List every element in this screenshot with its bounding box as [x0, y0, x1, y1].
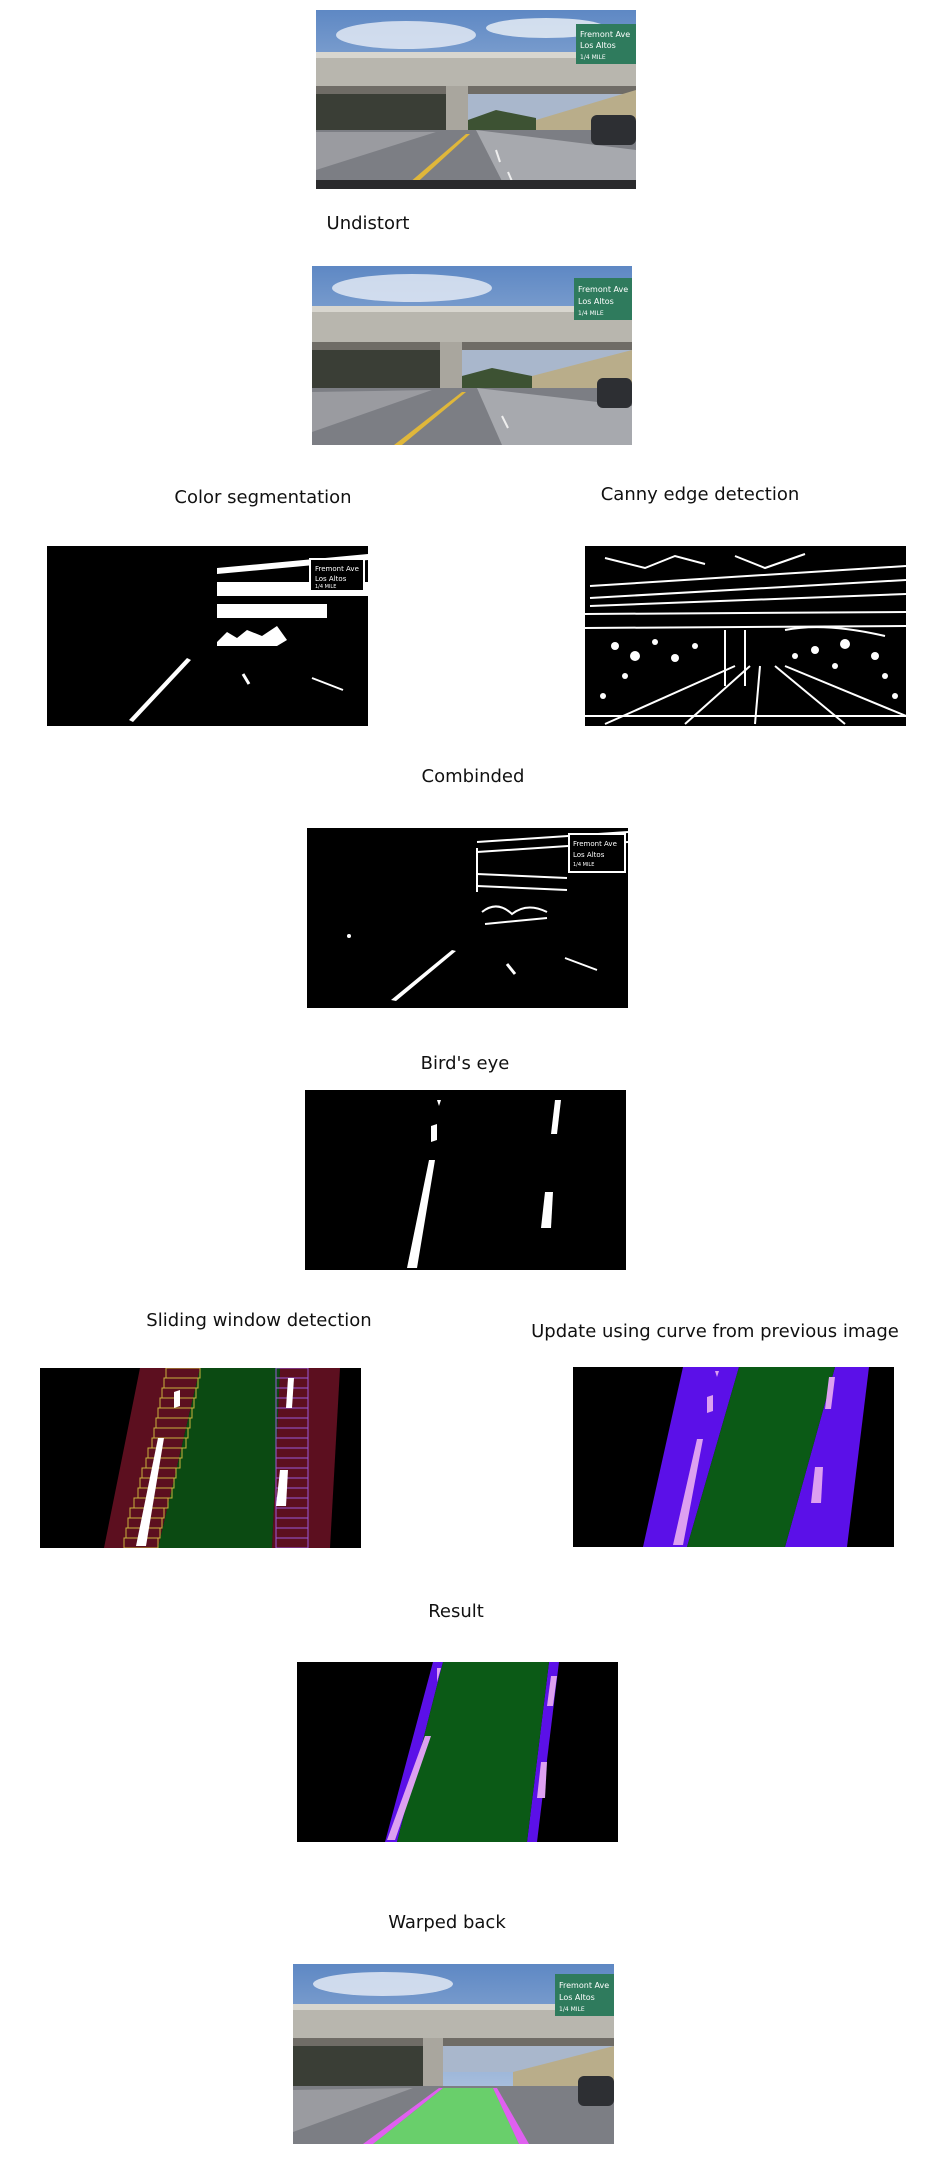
- sign-line-2: Los Altos: [315, 575, 347, 583]
- canny-edge-image: [585, 546, 906, 726]
- sign-line-1: Fremont Ave: [580, 30, 630, 39]
- update-curve-image: [573, 1367, 894, 1547]
- caption-result: Result: [428, 1601, 484, 1622]
- undistorted-frame-image: Fremont Ave Los Altos 1/4 MILE: [312, 266, 632, 445]
- sign-line-3: 1/4 MILE: [578, 310, 604, 317]
- warped-back-image: Fremont Ave Los Altos 1/4 MILE: [293, 1964, 614, 2144]
- sign-line-2: Los Altos: [578, 297, 614, 306]
- sliding-window-image: [40, 1368, 361, 1548]
- sign-line-2: Los Altos: [573, 851, 605, 859]
- caption-undistort: Undistort: [326, 213, 410, 234]
- sign-line-3: 1/4 MILE: [315, 584, 336, 590]
- sign-line-3: 1/4 MILE: [559, 2006, 585, 2013]
- sign-line-2: Los Altos: [580, 41, 616, 50]
- caption-update-curve: Update using curve from previous image: [531, 1321, 899, 1342]
- sign-line-3: 1/4 MILE: [573, 862, 594, 868]
- combined-image: Fremont Ave Los Altos 1/4 MILE: [307, 828, 628, 1008]
- sign-line-1: Fremont Ave: [578, 285, 628, 294]
- caption-canny: Canny edge detection: [600, 484, 800, 505]
- sign-line-1: Fremont Ave: [559, 1981, 609, 1990]
- sign-line-1: Fremont Ave: [573, 840, 617, 848]
- sign-line-3: 1/4 MILE: [580, 54, 606, 61]
- birds-eye-image: [305, 1090, 626, 1270]
- caption-warped-back: Warped back: [388, 1912, 506, 1933]
- sign-line-2: Los Altos: [559, 1993, 595, 2002]
- color-segmentation-image: Fremont Ave Los Altos 1/4 MILE: [47, 546, 368, 726]
- original-frame-image: Fremont Ave Los Altos 1/4 MILE: [316, 10, 636, 189]
- caption-combined: Combinded: [421, 766, 525, 787]
- caption-sliding-window: Sliding window detection: [146, 1310, 372, 1331]
- caption-color-segmentation: Color segmentation: [174, 487, 352, 508]
- sign-line-1: Fremont Ave: [315, 565, 359, 573]
- caption-birds-eye: Bird's eye: [420, 1053, 510, 1074]
- result-image: [297, 1662, 618, 1842]
